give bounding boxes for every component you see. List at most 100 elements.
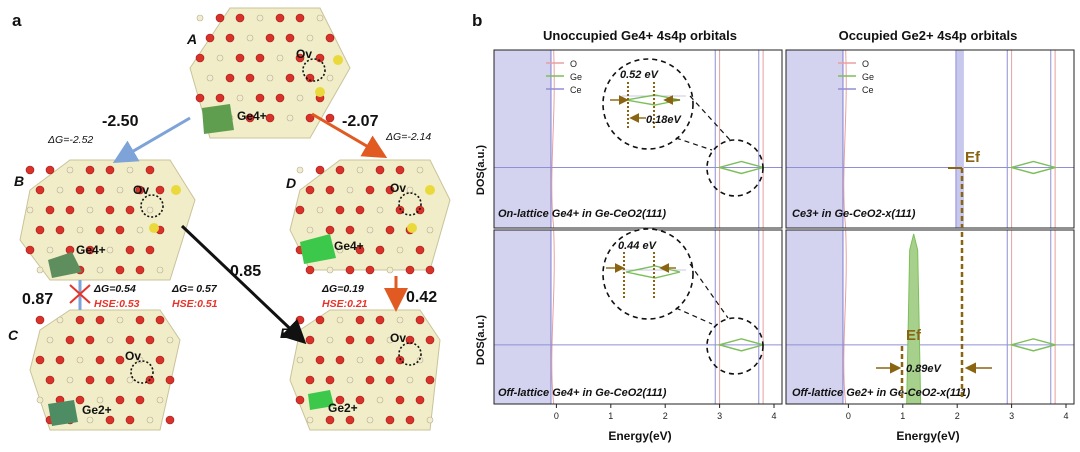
- o-atom: [225, 73, 235, 83]
- ce-atom: [36, 266, 44, 274]
- vacancy-circle: [130, 360, 154, 384]
- ce-atom: [116, 186, 124, 194]
- ge-polyhedron: [300, 234, 336, 264]
- o-band-edge: [551, 49, 555, 229]
- o-atom: [235, 53, 245, 63]
- ce-valence-band: [494, 230, 551, 404]
- o-atom: [365, 265, 375, 275]
- ce-atom: [96, 396, 104, 404]
- legend-ce: Ce: [570, 85, 582, 95]
- gap-0.89: 0.89eV: [906, 363, 943, 375]
- o-atom: [155, 315, 165, 325]
- gap-0.44: 0.44 eV: [618, 240, 658, 252]
- ce-valence-band: [786, 50, 843, 228]
- o-atom: [205, 33, 215, 43]
- ce-atom: [316, 206, 324, 214]
- o-atom: [225, 33, 235, 43]
- o-atom: [75, 395, 85, 405]
- o-atom: [325, 113, 335, 123]
- o-atom: [125, 415, 135, 425]
- zoom-inset-bottom: 0.44 eV: [602, 228, 764, 375]
- dg-B-to-C: ΔG=0.54: [93, 283, 136, 295]
- o-atom: [375, 165, 385, 175]
- ce-atom: [356, 166, 364, 174]
- o-atom: [75, 315, 85, 325]
- ce-atom: [426, 226, 434, 234]
- o-atom: [85, 245, 95, 255]
- o-atom: [35, 355, 45, 365]
- dg-A-to-D: ΔG=-2.14: [385, 131, 431, 143]
- o-atom: [155, 355, 165, 365]
- o-atom: [95, 225, 105, 235]
- o-atom: [115, 355, 125, 365]
- ce-atom: [236, 94, 244, 102]
- o-band-edge: [843, 49, 847, 229]
- ce-atom: [316, 14, 324, 22]
- o-atom: [335, 395, 345, 405]
- x-tick-label: 0: [554, 411, 559, 421]
- o-atom: [305, 113, 315, 123]
- structure-C: C Ge2+ Ov: [8, 309, 181, 431]
- o-atom: [215, 13, 225, 23]
- o-atom: [145, 245, 155, 255]
- x-tick-label: 1: [608, 411, 613, 421]
- ce-atom: [336, 316, 344, 324]
- ce-atom: [216, 54, 224, 62]
- o-atom: [25, 245, 35, 255]
- o-atom: [55, 355, 65, 365]
- crystal-atoms: [195, 13, 335, 123]
- ce-atom: [196, 14, 204, 22]
- o-atom: [275, 93, 285, 103]
- o-atom: [295, 53, 305, 63]
- o-atom: [385, 185, 395, 195]
- o-atom: [165, 375, 175, 385]
- structure-A: A Ge4+ Ov: [186, 7, 351, 139]
- hse-B-to-C: HSE:0.53: [94, 298, 140, 310]
- o-atom: [285, 73, 295, 83]
- o-atom: [105, 415, 115, 425]
- o-atom: [415, 315, 425, 325]
- o-atom: [195, 53, 205, 63]
- o-atom: [45, 165, 55, 175]
- o-atom: [105, 375, 115, 385]
- o-atom: [55, 225, 65, 235]
- o-atom: [245, 113, 255, 123]
- ge-polyhedron: [48, 252, 82, 278]
- o-atom: [95, 315, 105, 325]
- arrow-A-to-D: [311, 112, 388, 159]
- o-atom: [305, 265, 315, 275]
- o-atom: [165, 415, 175, 425]
- ion-label: Ge4+: [237, 109, 267, 123]
- o-atom: [345, 335, 355, 345]
- o-atom: [35, 185, 45, 195]
- o-atom: [335, 205, 345, 215]
- ce-atom: [306, 416, 314, 424]
- o-atom: [265, 33, 275, 43]
- ce-atom: [326, 336, 334, 344]
- x-tick-label: 2: [663, 411, 668, 421]
- ce-atom: [366, 416, 374, 424]
- energy-B-to-C: 0.87: [22, 291, 53, 308]
- o-atom: [255, 93, 265, 103]
- ce-atom: [126, 376, 134, 384]
- x-tick-label: 2: [955, 411, 960, 421]
- ion-label: Ge2+: [328, 401, 358, 415]
- ce-atom: [136, 356, 144, 364]
- o-atom: [325, 185, 335, 195]
- ce-atom: [86, 206, 94, 214]
- ce-atom: [146, 206, 154, 214]
- col-title-right: Occupied Ge2+ 4s4p orbitals: [839, 28, 1018, 43]
- vacancy-label: Ov: [133, 183, 149, 197]
- o-atom: [115, 265, 125, 275]
- crystal-atoms: [295, 165, 435, 275]
- gap-0.52: 0.52 eV: [620, 69, 660, 81]
- o-atom: [135, 265, 145, 275]
- o-atom: [95, 185, 105, 195]
- ce-atom: [296, 356, 304, 364]
- ge-state: [1008, 160, 1059, 175]
- o-atom: [85, 375, 95, 385]
- o-atom: [315, 165, 325, 175]
- o-atom: [245, 73, 255, 83]
- ce-atom: [336, 246, 344, 254]
